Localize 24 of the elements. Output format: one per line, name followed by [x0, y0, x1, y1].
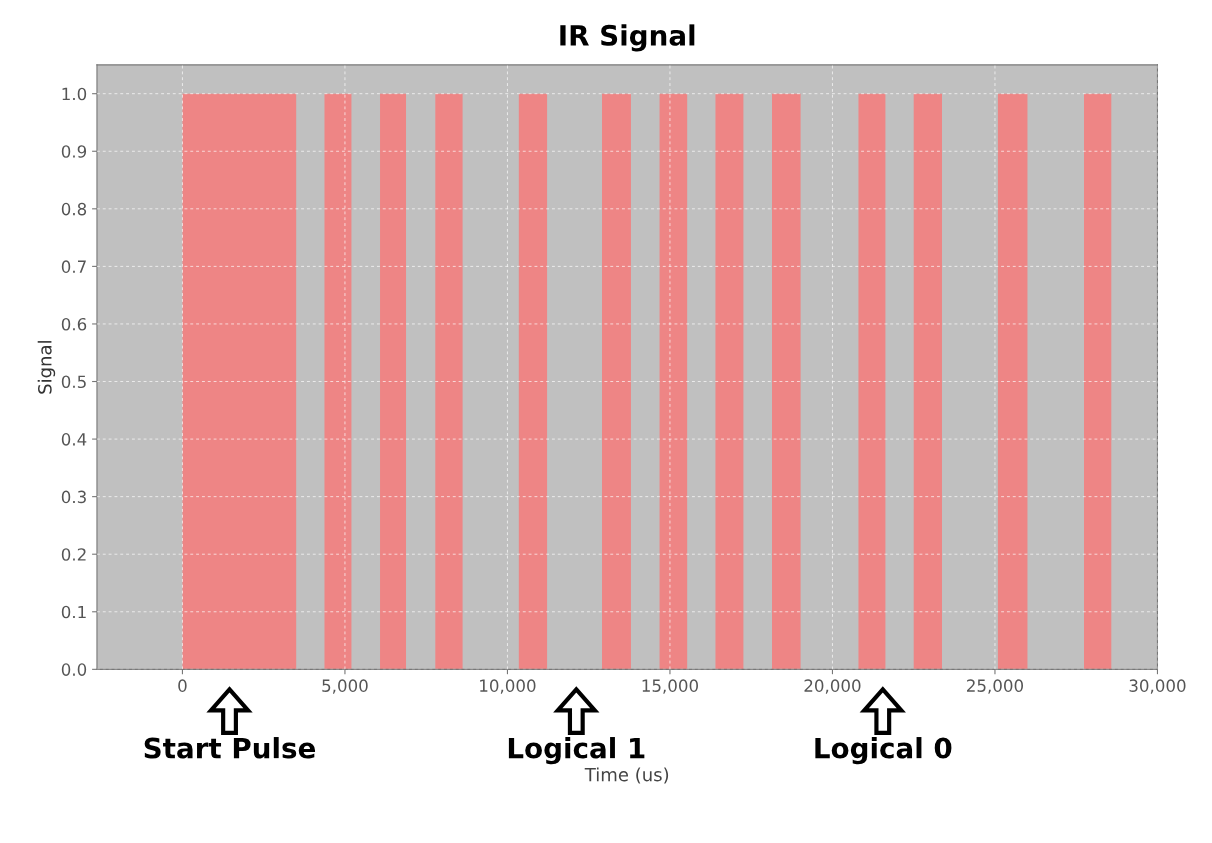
y-tick-label: 0.4 — [61, 433, 87, 446]
y-tick-label: 0.5 — [61, 375, 86, 389]
text: Logical 0 — [815, 737, 952, 765]
y-tick-label: 0.7 — [61, 260, 86, 273]
y-tick-label: 0.3 — [61, 490, 86, 504]
y-tick-label: 0.2 — [61, 548, 86, 561]
x-tick-label: 15,000 — [642, 679, 698, 694]
text: Start Pulse — [144, 737, 316, 759]
x-axis-title: Time (us) — [584, 767, 669, 784]
x-tick-label: 0 — [178, 679, 187, 692]
y-tick-label: 1.0 — [62, 87, 87, 101]
y-tick-label: 0.6 — [61, 317, 87, 331]
y-tick-label: 0.0 — [61, 663, 87, 676]
x-tick-label: 25,000 — [967, 679, 1024, 694]
y-axis-title: Signal — [37, 341, 56, 394]
text: Logical 1 — [508, 737, 645, 765]
y-tick-label: 0.9 — [61, 145, 87, 158]
x-tick-label: 10,000 — [480, 679, 536, 694]
x-tick-label: 5,000 — [322, 679, 368, 694]
x-tick-label: 20,000 — [804, 679, 861, 694]
y-tick-label: 0.8 — [61, 202, 87, 216]
x-tick-label: 30,000 — [1129, 679, 1186, 694]
chart-title: IR Signal — [560, 24, 695, 52]
y-tick-label: 0.1 — [61, 605, 86, 619]
